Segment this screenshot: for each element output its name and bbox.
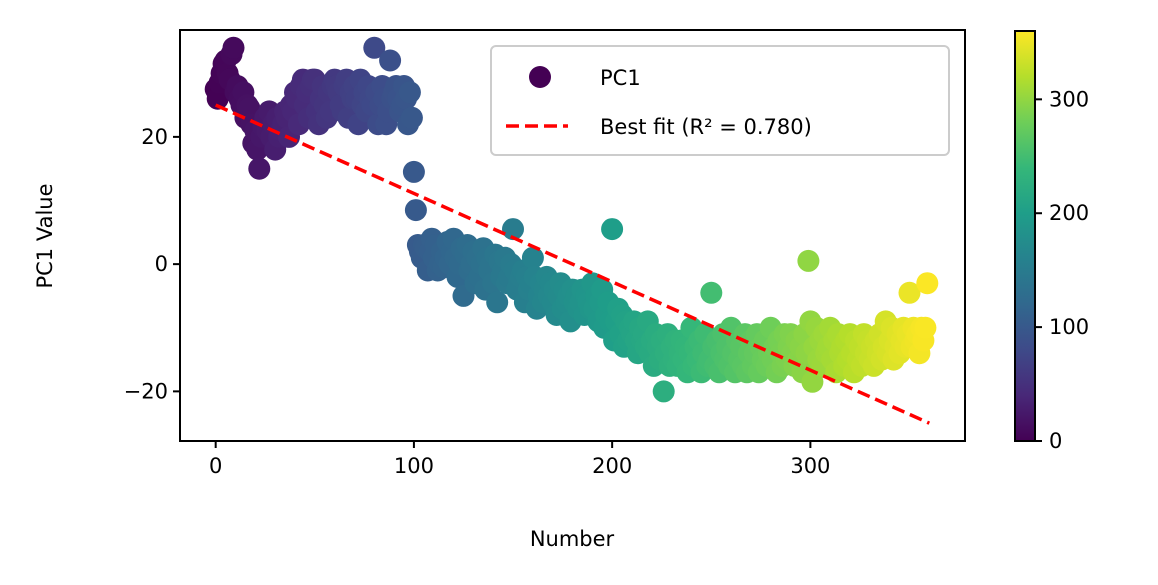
colorbar-tick-label: 300 <box>1049 87 1089 111</box>
colorbar-tick-label: 100 <box>1049 315 1089 339</box>
data-point <box>898 281 921 304</box>
colorbar: 0 100 200 300 <box>1014 30 1089 453</box>
data-point <box>700 281 723 304</box>
y-axis-label: PC1 Value <box>33 183 57 288</box>
data-point <box>398 81 421 104</box>
data-point <box>379 49 402 72</box>
colorbar-gradient <box>1015 31 1035 441</box>
x-axis-label: Number <box>530 527 615 551</box>
legend-label-best-fit: Best fit (R² = 0.780) <box>600 115 812 139</box>
best-fit-line <box>214 103 931 425</box>
data-point <box>797 249 820 272</box>
y-tick-label: 20 <box>141 125 168 149</box>
data-point <box>363 36 386 59</box>
data-point <box>486 291 509 314</box>
x-tick-label: 200 <box>592 454 632 478</box>
colorbar-tick-label: 0 <box>1049 429 1062 453</box>
data-point <box>521 246 544 269</box>
best-fit-layer <box>214 103 931 425</box>
x-tick-label: 100 <box>394 454 434 478</box>
data-point <box>248 157 271 180</box>
y-tick-label: −20 <box>124 379 168 403</box>
colorbar-ticks: 0 100 200 300 <box>1035 87 1089 453</box>
data-point <box>402 160 425 183</box>
y-axis: −20 0 20 <box>124 125 180 403</box>
data-point <box>916 272 939 295</box>
data-point <box>502 218 524 241</box>
data-point <box>222 36 245 59</box>
data-point <box>914 316 937 339</box>
x-tick-label: 300 <box>790 454 830 478</box>
x-tick-label: 0 <box>209 454 222 478</box>
colorbar-frame <box>1014 30 1036 442</box>
x-axis: 0 100 200 300 <box>209 441 830 478</box>
y-tick-label: 0 <box>155 252 168 276</box>
data-point <box>601 218 624 241</box>
legend-marker-pc1 <box>529 66 551 88</box>
data-point <box>404 199 427 222</box>
data-point <box>801 370 824 393</box>
data-point <box>400 106 423 129</box>
legend-box <box>490 45 950 156</box>
plot-frame <box>179 29 966 442</box>
data-point <box>206 87 229 110</box>
scatter-points <box>204 36 939 403</box>
legend-label-pc1: PC1 <box>600 66 641 90</box>
legend: PC1 Best fit (R² = 0.780) <box>490 45 950 156</box>
colorbar-tick-label: 200 <box>1049 201 1089 225</box>
data-point <box>652 380 675 403</box>
